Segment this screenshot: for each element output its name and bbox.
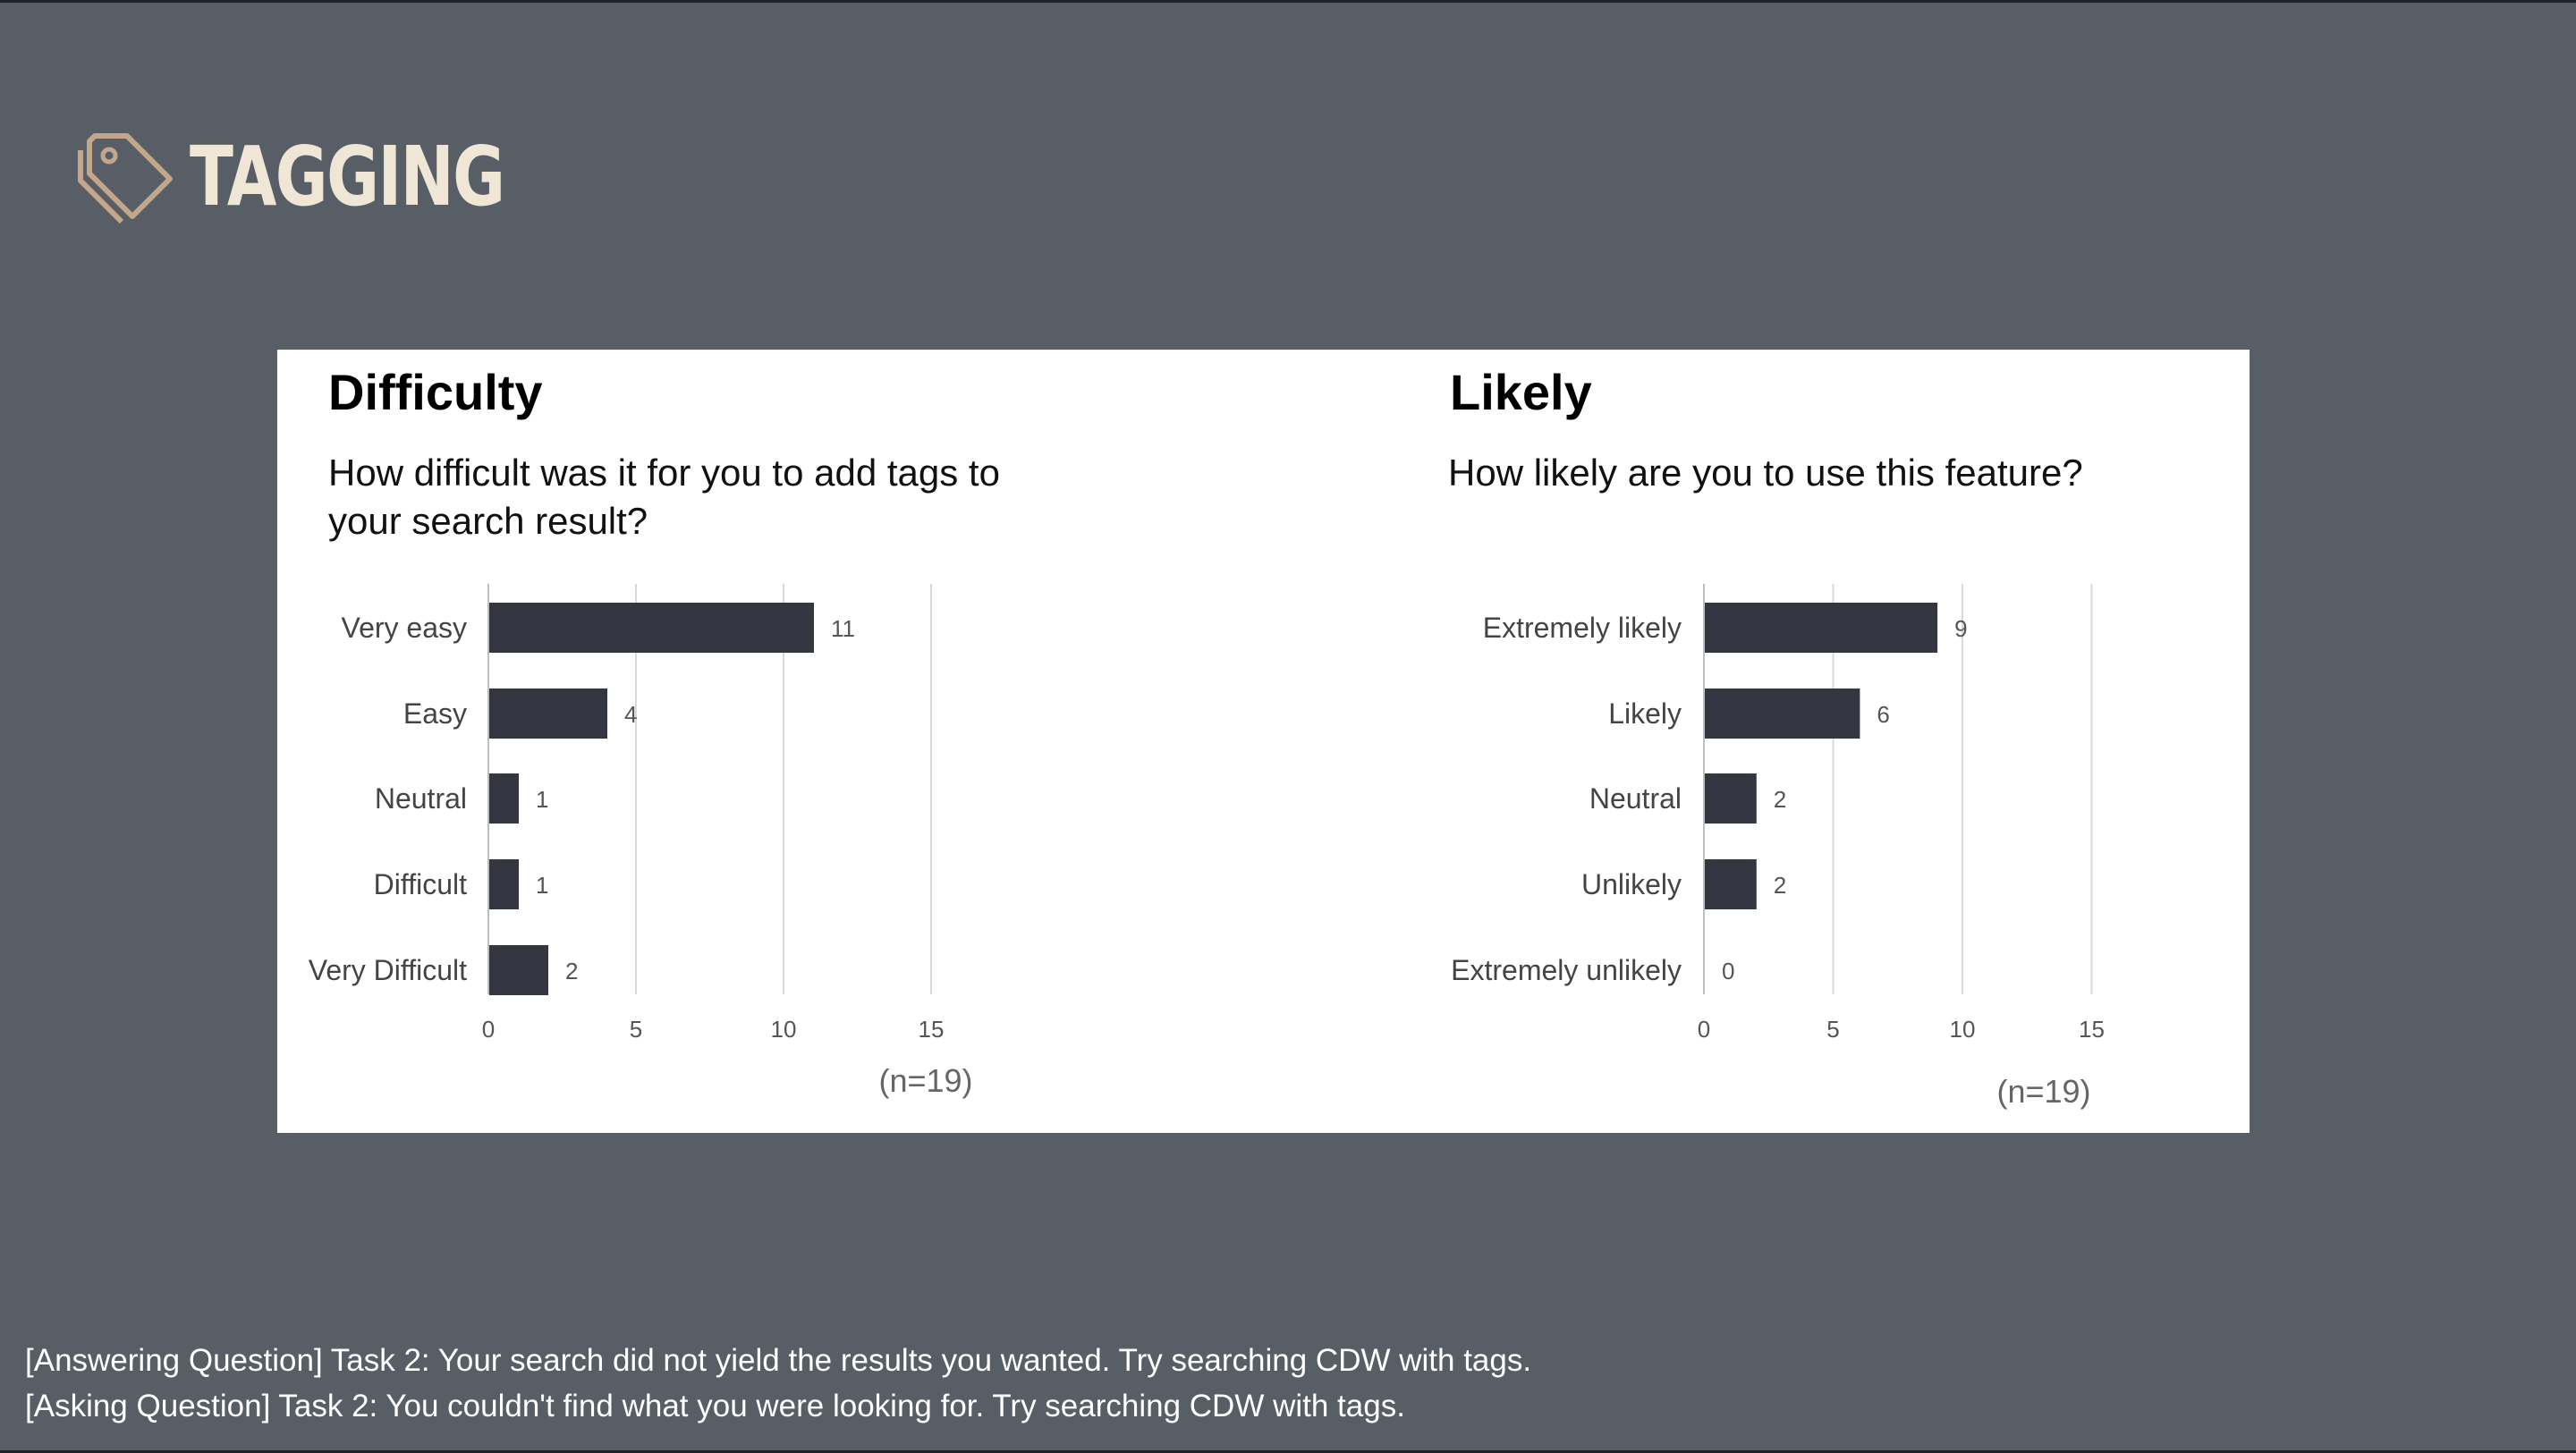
speaker-notes: [Answering Question] Task 2: Your search… <box>25 1338 1531 1429</box>
data-label: 1 <box>536 872 548 899</box>
x-tick-label: 0 <box>1698 1016 1710 1043</box>
category-label: Easy <box>403 697 467 730</box>
charts-svg: Difficulty How difficult was it for you t… <box>309 364 2105 1110</box>
chart-subtitle-line: How likely are you to use this feature? <box>1448 452 2083 494</box>
data-label: 2 <box>565 958 578 984</box>
sample-size-note: (n=19) <box>1996 1073 2090 1110</box>
category-label: Very Difficult <box>309 954 467 986</box>
tag-icon <box>78 133 173 224</box>
data-label: 9 <box>1954 615 1967 642</box>
data-label: 0 <box>1722 958 1734 984</box>
chart-title: Difficulty <box>328 364 543 420</box>
chart-title: Likely <box>1450 364 1592 420</box>
chart-subtitle-line: How difficult was it for you to add tags… <box>328 452 1000 494</box>
bar <box>489 945 548 995</box>
x-tick-label: 10 <box>1950 1016 1976 1043</box>
x-tick-label: 5 <box>630 1016 642 1043</box>
data-label: 11 <box>831 615 855 642</box>
bar <box>1705 688 1860 739</box>
data-label: 1 <box>536 786 548 813</box>
chart-difficulty: Difficulty How difficult was it for you t… <box>309 364 1000 1099</box>
x-tick-label: 0 <box>482 1016 495 1043</box>
data-label: 6 <box>1877 701 1889 728</box>
slide-header: TAGGING <box>77 123 593 231</box>
bar <box>489 603 814 653</box>
x-tick-label: 15 <box>2079 1016 2105 1043</box>
x-tick-label: 10 <box>771 1016 797 1043</box>
charts-panel: Difficulty How difficult was it for you t… <box>277 350 2250 1133</box>
bar <box>1705 859 1757 909</box>
bar <box>1705 603 1938 653</box>
chart-subtitle-line: your search result? <box>328 500 648 542</box>
footer-line-asking: [Asking Question] Task 2: You couldn't f… <box>25 1389 1405 1423</box>
category-label: Difficult <box>374 868 467 900</box>
x-tick-label: 15 <box>919 1016 945 1043</box>
category-label: Extremely unlikely <box>1451 954 1682 986</box>
page-title: TAGGING <box>190 129 505 224</box>
footer-line-answering: [Answering Question] Task 2: Your search… <box>25 1343 1532 1378</box>
bar <box>489 773 519 824</box>
category-label: Neutral <box>1589 782 1682 815</box>
data-label: 4 <box>624 701 637 728</box>
data-label: 2 <box>1774 872 1786 899</box>
data-label: 2 <box>1774 786 1786 813</box>
bar <box>489 859 519 909</box>
bar <box>1705 773 1757 824</box>
category-label: Very easy <box>341 612 467 644</box>
bottom-border <box>0 1450 2576 1453</box>
chart-likely: Likely How likely are you to use this fea… <box>1448 364 2105 1110</box>
sample-size-note: (n=19) <box>878 1062 972 1099</box>
category-label: Unlikely <box>1581 868 1682 900</box>
top-border <box>0 0 2576 3</box>
category-label: Neutral <box>375 782 467 815</box>
bar <box>489 688 607 739</box>
category-label: Extremely likely <box>1483 612 1682 644</box>
x-tick-label: 5 <box>1826 1016 1839 1043</box>
category-label: Likely <box>1608 697 1682 730</box>
